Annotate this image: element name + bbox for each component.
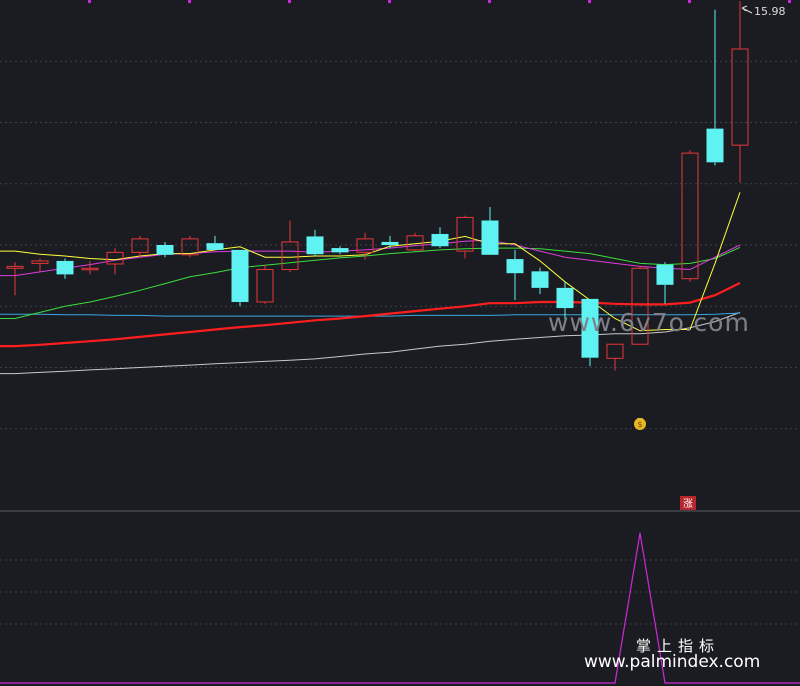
time-marker-dot: [188, 0, 191, 3]
candle-body-down: [481, 220, 499, 255]
candle-body-up: [81, 267, 99, 271]
svg-text:$: $: [637, 420, 642, 429]
candle-body-down: [231, 249, 249, 302]
candle-body-down: [331, 248, 349, 253]
brand-site: www.palmindex.com: [584, 652, 760, 672]
candle-body-up: [606, 343, 624, 359]
candle: [556, 281, 574, 323]
candle: [331, 246, 349, 255]
indicator-panel-grid: [0, 559, 800, 625]
candle: [681, 150, 699, 282]
indicator-signal-series: [0, 532, 800, 684]
time-division-markers: [88, 0, 791, 3]
candle: [381, 235, 399, 249]
moving-average-lines: [0, 192, 741, 375]
candle: [731, 1, 749, 183]
candlestick-series: [6, 1, 749, 371]
time-marker-dot: [488, 0, 491, 3]
candle: [456, 215, 474, 259]
candle-body-up: [256, 269, 274, 303]
candle-body-up: [131, 238, 149, 253]
candle: [106, 248, 124, 275]
candle: [431, 227, 449, 249]
high-price-label: 15.98: [754, 5, 786, 18]
candle-body-down: [706, 128, 724, 163]
candle-body-down: [581, 298, 599, 358]
candle-body-up: [456, 216, 474, 252]
candle-body-up: [31, 260, 49, 264]
time-marker-dot: [588, 0, 591, 3]
candle: [481, 207, 499, 255]
candle-body-up: [731, 48, 749, 146]
candle-body-down: [556, 287, 574, 309]
high-price-marker: 15.98: [741, 5, 786, 18]
candle-body-up: [356, 238, 374, 253]
brand-name: 掌上指标: [636, 637, 720, 655]
time-marker-dot: [788, 0, 791, 3]
candle: [31, 258, 49, 272]
candle-body-up: [681, 152, 699, 280]
money-bag-icon: $: [634, 418, 646, 430]
time-marker-dot: [288, 0, 291, 3]
candle: [281, 220, 299, 272]
candle-body-up: [181, 238, 199, 256]
candle: [231, 249, 249, 307]
candle-body-down: [506, 259, 524, 274]
candle: [631, 265, 649, 345]
time-marker-dot: [688, 0, 691, 3]
candle: [81, 260, 99, 275]
candle-body-down: [56, 260, 74, 275]
candle: [356, 232, 374, 260]
ma10-line: [0, 239, 741, 277]
candle: [6, 262, 24, 296]
candle: [531, 267, 549, 294]
ma250-line: [0, 311, 741, 375]
rise-badge-text: 涨: [683, 498, 693, 510]
candle-body-down: [531, 271, 549, 288]
candle: [131, 235, 149, 258]
candle-body-down: [206, 243, 224, 250]
candle: [56, 258, 74, 279]
candle: [206, 235, 224, 250]
time-marker-dot: [88, 0, 91, 3]
candle: [156, 241, 174, 258]
watermark-text: www.6v7o.com: [548, 308, 750, 337]
candle: [181, 235, 199, 258]
candle-body-up: [6, 265, 24, 269]
candle: [606, 343, 624, 371]
candle-body-down: [656, 264, 674, 285]
candle: [506, 249, 524, 301]
candle-body-down: [431, 233, 449, 247]
candle-body-up: [281, 241, 299, 270]
time-marker-dot: [388, 0, 391, 3]
candle-body-down: [381, 241, 399, 245]
signal-line: [0, 532, 800, 684]
candle: [656, 262, 674, 304]
candle-body-up: [406, 235, 424, 251]
candle: [581, 298, 599, 367]
rise-badge: 涨: [680, 496, 696, 510]
candle-body-up: [631, 267, 649, 345]
ma60-line: [0, 282, 741, 348]
candle: [406, 232, 424, 252]
candle: [256, 264, 274, 304]
candle-body-up: [106, 251, 124, 265]
candle-body-down: [156, 245, 174, 255]
high-marker-arrow-icon: [741, 5, 753, 14]
candle-body-down: [306, 236, 324, 255]
candle: [706, 9, 724, 166]
candle: [306, 229, 324, 257]
